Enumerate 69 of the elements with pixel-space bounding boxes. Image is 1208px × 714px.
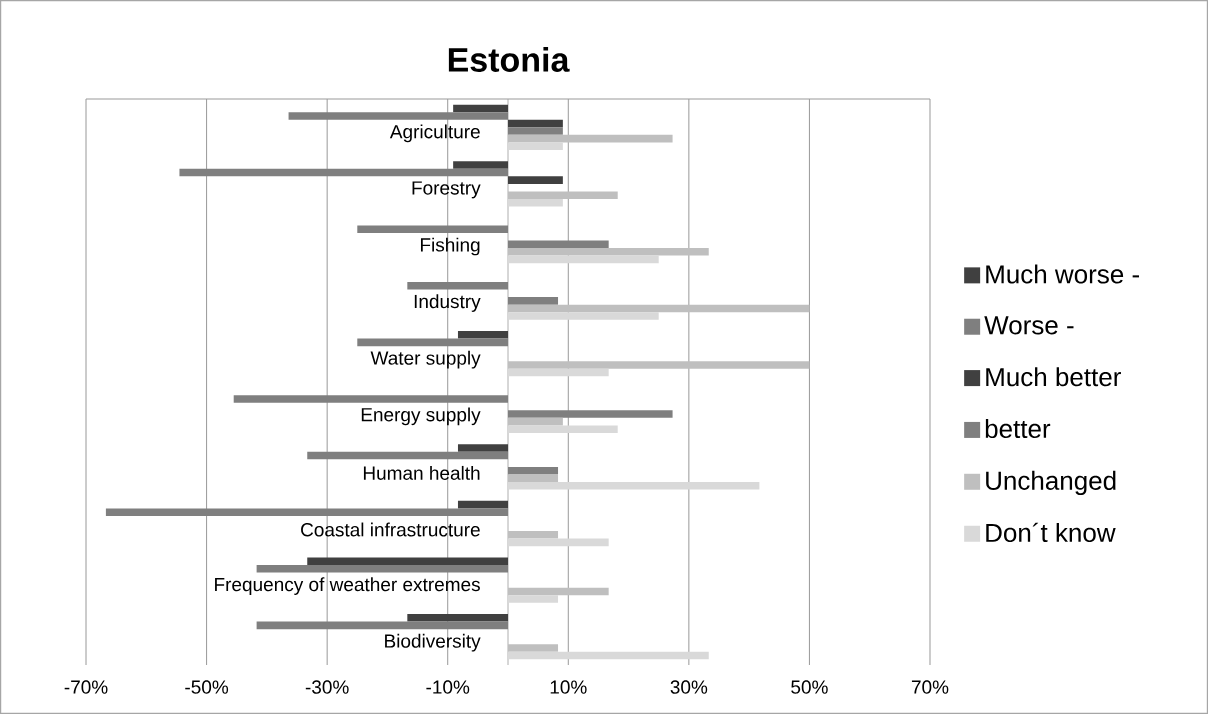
legend-label: better: [985, 419, 1051, 439]
bar: [256, 565, 508, 573]
x-tick-label: -10%: [426, 680, 470, 694]
bar: [357, 225, 508, 233]
bar: [307, 451, 508, 460]
bar: [288, 112, 508, 120]
x-tick-label: 30%: [670, 680, 708, 694]
bar: [508, 191, 618, 199]
legend-label: Much better: [986, 367, 1121, 387]
x-tick-label: -50%: [185, 680, 229, 694]
bar: [508, 361, 810, 369]
legend-label: Much worse -: [986, 264, 1139, 284]
bar: [508, 134, 673, 143]
bar: [457, 331, 508, 339]
bar: [508, 248, 709, 256]
bar: [508, 595, 559, 603]
bar: [105, 508, 508, 516]
bar: [508, 198, 563, 207]
legend-label: Worse -: [984, 316, 1074, 335]
bar: [508, 482, 760, 490]
bar: [179, 168, 508, 177]
bar: [508, 466, 559, 475]
bar: [453, 161, 508, 169]
x-tick-label: 10%: [550, 680, 587, 694]
bar: [357, 338, 508, 347]
bar: [508, 425, 618, 433]
bar: [508, 417, 563, 426]
bar: [453, 104, 508, 113]
bar: [457, 444, 508, 452]
y-tick-label: Frequency of weather extremes: [215, 577, 480, 595]
bar: [508, 297, 559, 305]
bar: [508, 644, 559, 652]
legend-label: Don´t know: [986, 522, 1116, 543]
y-tick-label: Forestry: [412, 181, 481, 199]
bar: [407, 282, 508, 290]
bar: [508, 176, 563, 184]
x-tick-label: 70%: [911, 680, 949, 694]
x-tick-label: 50%: [791, 680, 828, 694]
bar: [508, 410, 673, 418]
bar: [508, 312, 659, 320]
bar: [508, 587, 609, 596]
y-tick-label: Agriculture: [389, 124, 480, 143]
bar: [508, 474, 559, 482]
bar: [508, 119, 563, 128]
bar: [233, 395, 508, 403]
y-tick-label: Biodiversity: [385, 633, 481, 652]
bar: [457, 500, 508, 509]
y-tick-label: Energy supply: [361, 407, 481, 426]
y-tick-label: Water supply: [370, 350, 481, 369]
chart-title: Estonia: [448, 46, 570, 72]
bar: [508, 651, 709, 660]
bar: [508, 368, 609, 377]
bar: [307, 557, 508, 566]
bar: [508, 142, 563, 150]
bar: [508, 240, 609, 249]
legend-label: Unchanged: [986, 470, 1116, 496]
y-tick-label: Industry: [414, 294, 481, 312]
bar: [508, 304, 810, 313]
bar: [256, 621, 508, 630]
y-tick-label: Coastal infrastructure: [301, 522, 480, 537]
bar: [508, 127, 563, 135]
bar: [407, 614, 508, 622]
bar: [508, 255, 659, 264]
y-tick-label: Human health: [363, 465, 480, 480]
x-tick-label: -70%: [64, 680, 108, 694]
bar: [508, 531, 559, 539]
x-tick-label: -30%: [305, 680, 349, 694]
bar: [508, 538, 609, 547]
y-tick-label: Fishing: [420, 237, 480, 256]
